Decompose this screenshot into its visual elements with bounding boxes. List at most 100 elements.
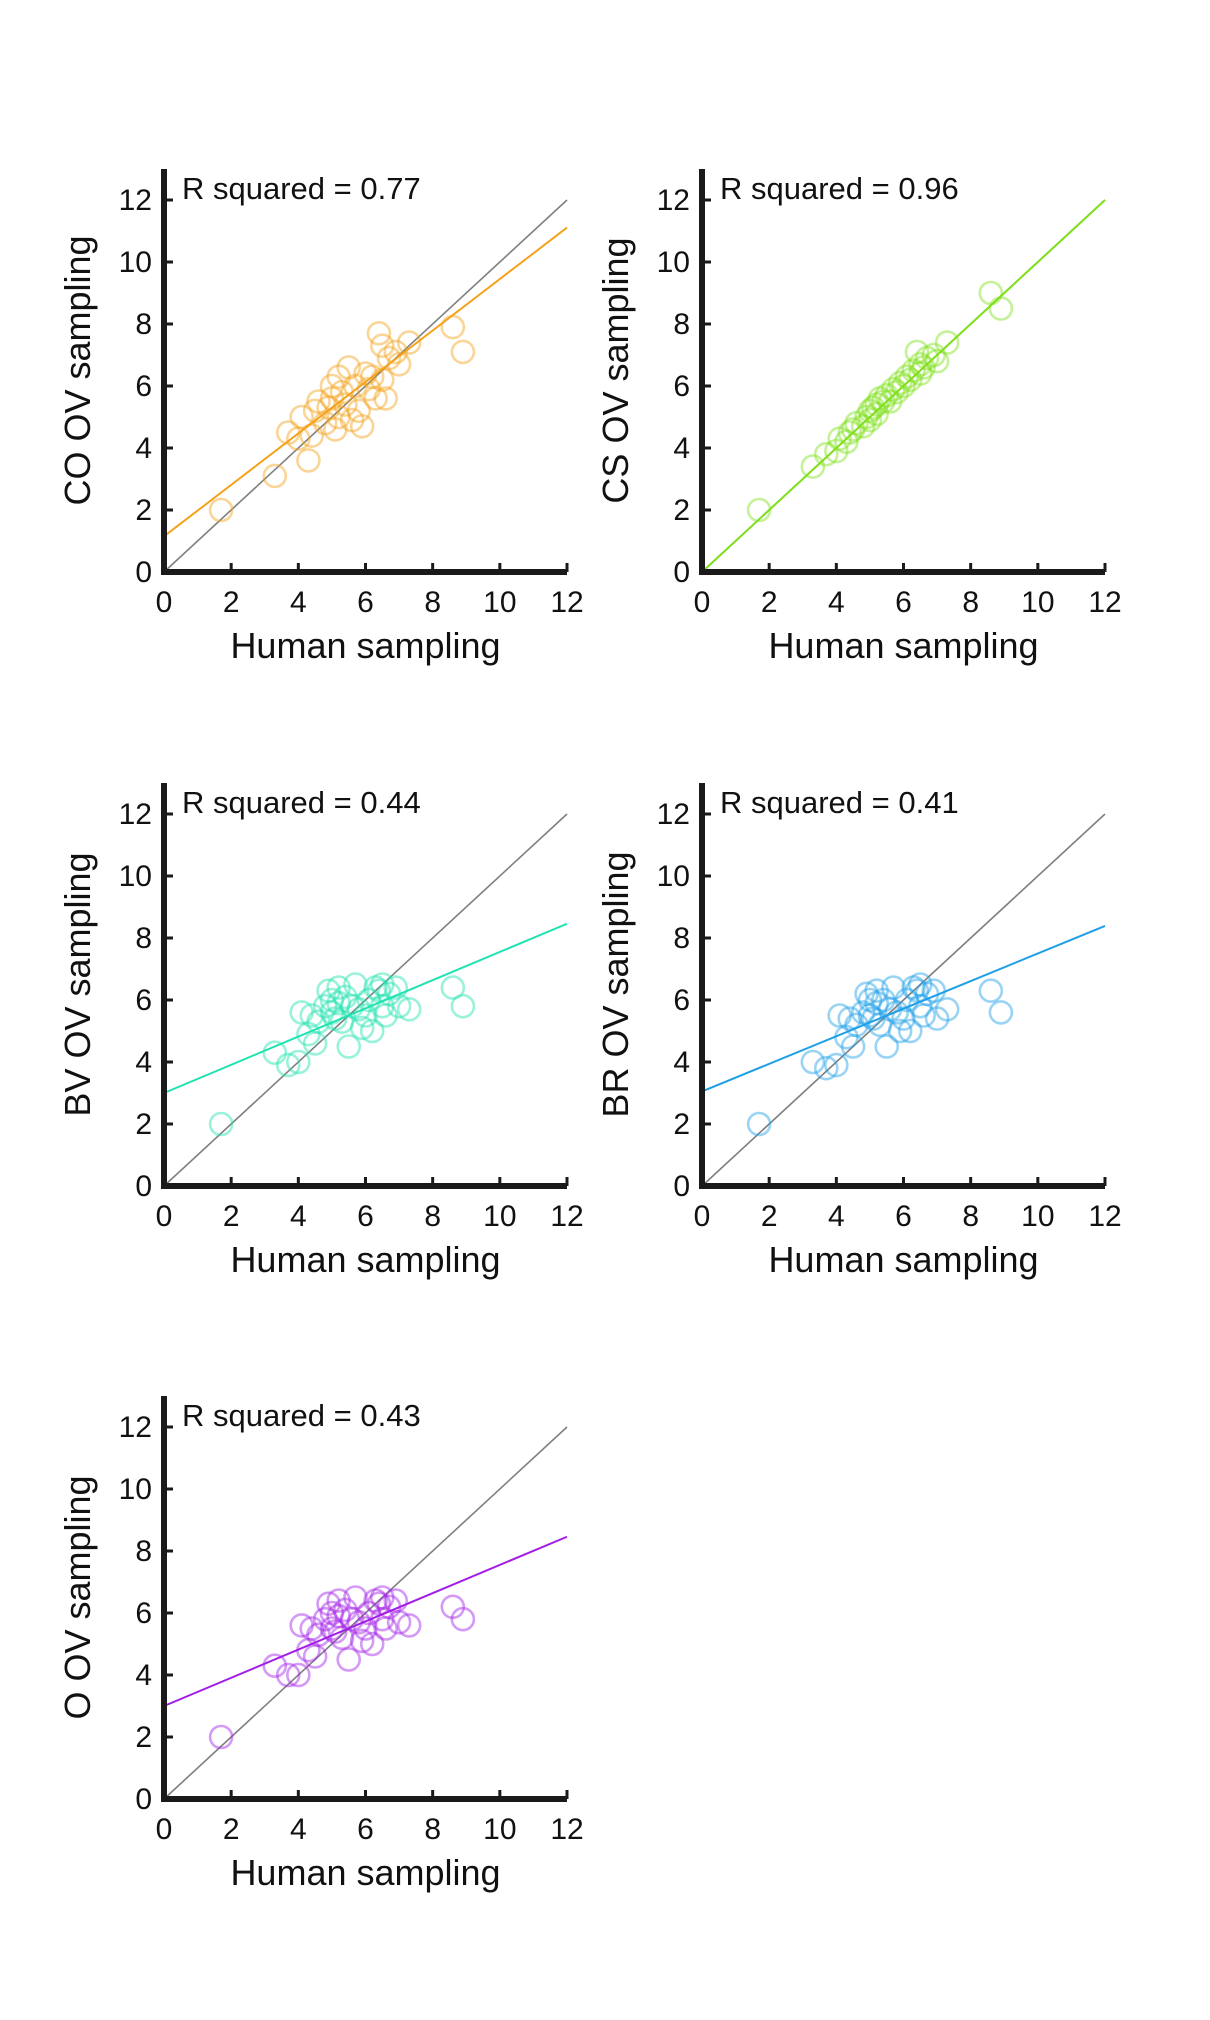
data-point [299, 1003, 325, 1028]
x-tick-label: 0 [156, 1813, 173, 1846]
identity-line [701, 813, 1106, 1187]
data-point [850, 1000, 876, 1025]
data-point [897, 1018, 923, 1044]
data-point [884, 379, 910, 405]
points-br [746, 972, 1014, 1137]
x-tick-label: 8 [424, 1813, 441, 1846]
data-point [306, 389, 331, 414]
data-point [887, 1018, 913, 1044]
data-point [363, 1588, 388, 1613]
data-point [296, 448, 321, 473]
y-tick-label: 10 [657, 246, 690, 279]
y-tick-label: 4 [135, 1046, 152, 1079]
data-point [326, 364, 351, 390]
r-squared-annotation: R squared = 0.77 [182, 171, 421, 206]
data-point [319, 1600, 345, 1626]
data-point [450, 993, 476, 1019]
x-tick-label: 12 [550, 1200, 583, 1233]
data-point [440, 975, 466, 1000]
data-point [346, 996, 372, 1022]
data-point [827, 1003, 852, 1028]
x-tick-label: 0 [156, 586, 173, 619]
y-tick-label: 8 [135, 1535, 152, 1568]
data-point [450, 339, 476, 365]
data-point [864, 990, 889, 1016]
fit-line [701, 199, 1106, 573]
r-squared-annotation: R squared = 0.41 [720, 785, 959, 820]
x-tick-label: 8 [424, 586, 441, 619]
fit-line [163, 226, 568, 538]
data-point [286, 1049, 311, 1075]
data-point [356, 987, 382, 1013]
y-axis-label: CO OV sampling [57, 235, 98, 505]
data-point [911, 1003, 936, 1028]
data-point [894, 364, 920, 390]
y-tick-label: 2 [673, 494, 690, 527]
data-point [746, 1111, 772, 1137]
data-point [326, 990, 351, 1016]
panel-cs: 0 2 4 6 8 10 12 0 2 4 6 8 10 12 R squared = 0.96 Human … [595, 169, 1122, 666]
data-point [373, 1616, 398, 1641]
data-point [871, 389, 896, 414]
x-tick-label: 10 [483, 586, 516, 619]
x-tick-label: 4 [290, 586, 307, 619]
data-point [857, 987, 883, 1013]
x-axis-label: Human sampling [768, 1239, 1038, 1280]
data-point [322, 1619, 348, 1644]
data-point [369, 333, 395, 359]
data-point [363, 386, 388, 411]
data-point [296, 1021, 321, 1047]
data-point [867, 1012, 893, 1038]
y-tick-label: 10 [119, 246, 152, 279]
data-point [813, 441, 839, 467]
data-point [800, 1049, 826, 1075]
data-point [369, 972, 395, 997]
data-point [907, 361, 933, 386]
r-squared-annotation: R squared = 0.96 [720, 171, 959, 206]
y-tick-label: 6 [673, 370, 690, 403]
x-tick-label: 0 [156, 1200, 173, 1233]
data-point [333, 1597, 358, 1623]
x-tick-label: 6 [357, 586, 374, 619]
data-point [907, 972, 933, 997]
data-point [383, 975, 409, 1000]
data-point [326, 1603, 351, 1629]
data-point [356, 376, 382, 402]
data-point [800, 454, 826, 479]
data-point [373, 386, 398, 411]
data-point [339, 993, 365, 1019]
data-point [316, 395, 341, 421]
y-tick-label: 0 [673, 556, 690, 589]
data-point [376, 345, 402, 371]
x-tick-label: 8 [962, 1200, 979, 1233]
data-point [978, 978, 1004, 1004]
y-tick-label: 4 [673, 432, 690, 465]
data-point [302, 1031, 328, 1056]
data-point [834, 429, 859, 455]
x-tick-label: 8 [424, 1200, 441, 1233]
data-point [286, 1662, 311, 1688]
data-point [316, 1591, 341, 1616]
x-tick-label: 10 [1021, 586, 1054, 619]
data-point [874, 382, 900, 408]
data-point [901, 358, 926, 383]
x-tick-label: 0 [694, 586, 711, 619]
y-tick-label: 6 [135, 984, 152, 1017]
data-point [286, 426, 311, 452]
x-tick-label: 2 [223, 1200, 240, 1233]
y-tick-label: 12 [657, 798, 690, 831]
data-point [289, 1000, 314, 1025]
identity-line [163, 813, 568, 1187]
y-tick-label: 12 [119, 798, 152, 831]
x-tick-label: 6 [357, 1200, 374, 1233]
identity-line [163, 199, 568, 573]
data-point [312, 993, 338, 1019]
data-point [844, 410, 869, 436]
fit-line [701, 924, 1106, 1093]
fit-line [163, 1535, 568, 1707]
data-point [262, 1653, 288, 1678]
data-point [864, 392, 889, 417]
data-point [326, 1588, 351, 1613]
r-squared-annotation: R squared = 0.43 [182, 1398, 421, 1433]
x-tick-label: 6 [357, 1813, 374, 1846]
